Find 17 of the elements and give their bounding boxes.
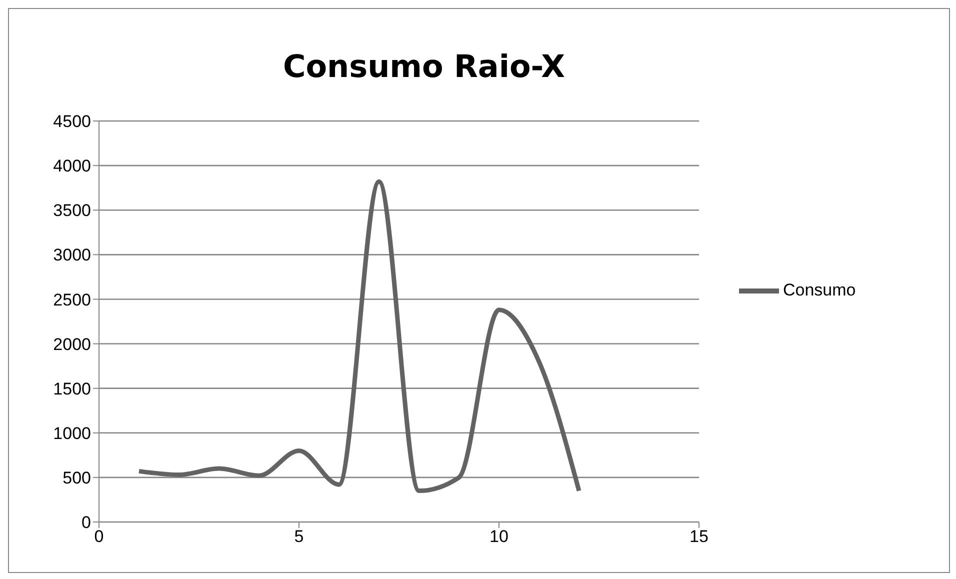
y-tick-label: 3000 [53, 246, 91, 265]
y-tick-label: 500 [62, 468, 91, 488]
y-tick-label: 4000 [53, 156, 91, 176]
y-tick-label: 1000 [53, 424, 91, 443]
y-tick-label: 4500 [53, 112, 91, 132]
y-tick-label: 2000 [53, 334, 91, 354]
legend-label: Consumo [783, 280, 856, 299]
y-tick-label: 3500 [53, 201, 91, 220]
y-tick-label: 2500 [53, 290, 91, 310]
y-tick-label: 1500 [53, 379, 91, 398]
y-tick-label: 0 [82, 513, 91, 532]
x-tick-label: 10 [490, 527, 508, 546]
chart-title: Consumo Raio-X [282, 49, 566, 85]
x-tick-label: 5 [294, 527, 304, 546]
x-tick-label: 15 [690, 527, 708, 546]
line-series [136, 179, 582, 494]
x-tick-label: 0 [94, 527, 104, 546]
